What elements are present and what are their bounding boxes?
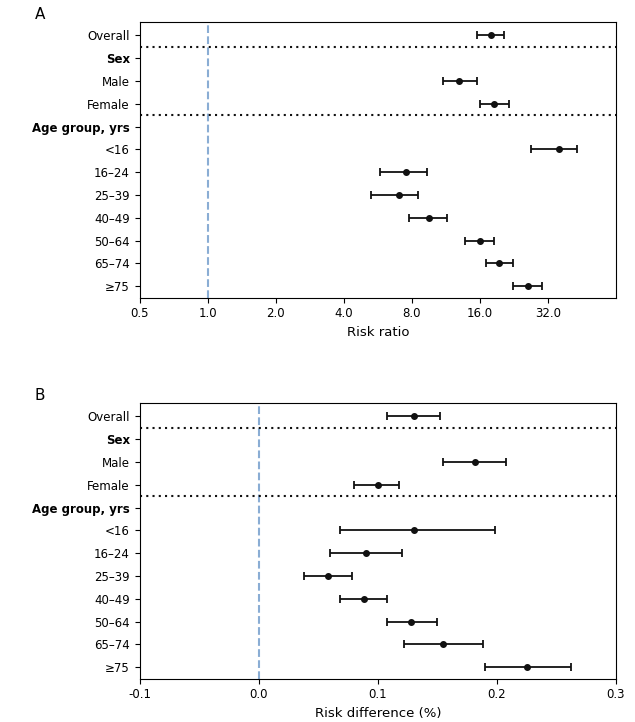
Text: B: B xyxy=(35,388,46,403)
Text: A: A xyxy=(35,6,45,22)
X-axis label: Risk difference (%): Risk difference (%) xyxy=(314,707,441,720)
X-axis label: Risk ratio: Risk ratio xyxy=(347,326,409,339)
